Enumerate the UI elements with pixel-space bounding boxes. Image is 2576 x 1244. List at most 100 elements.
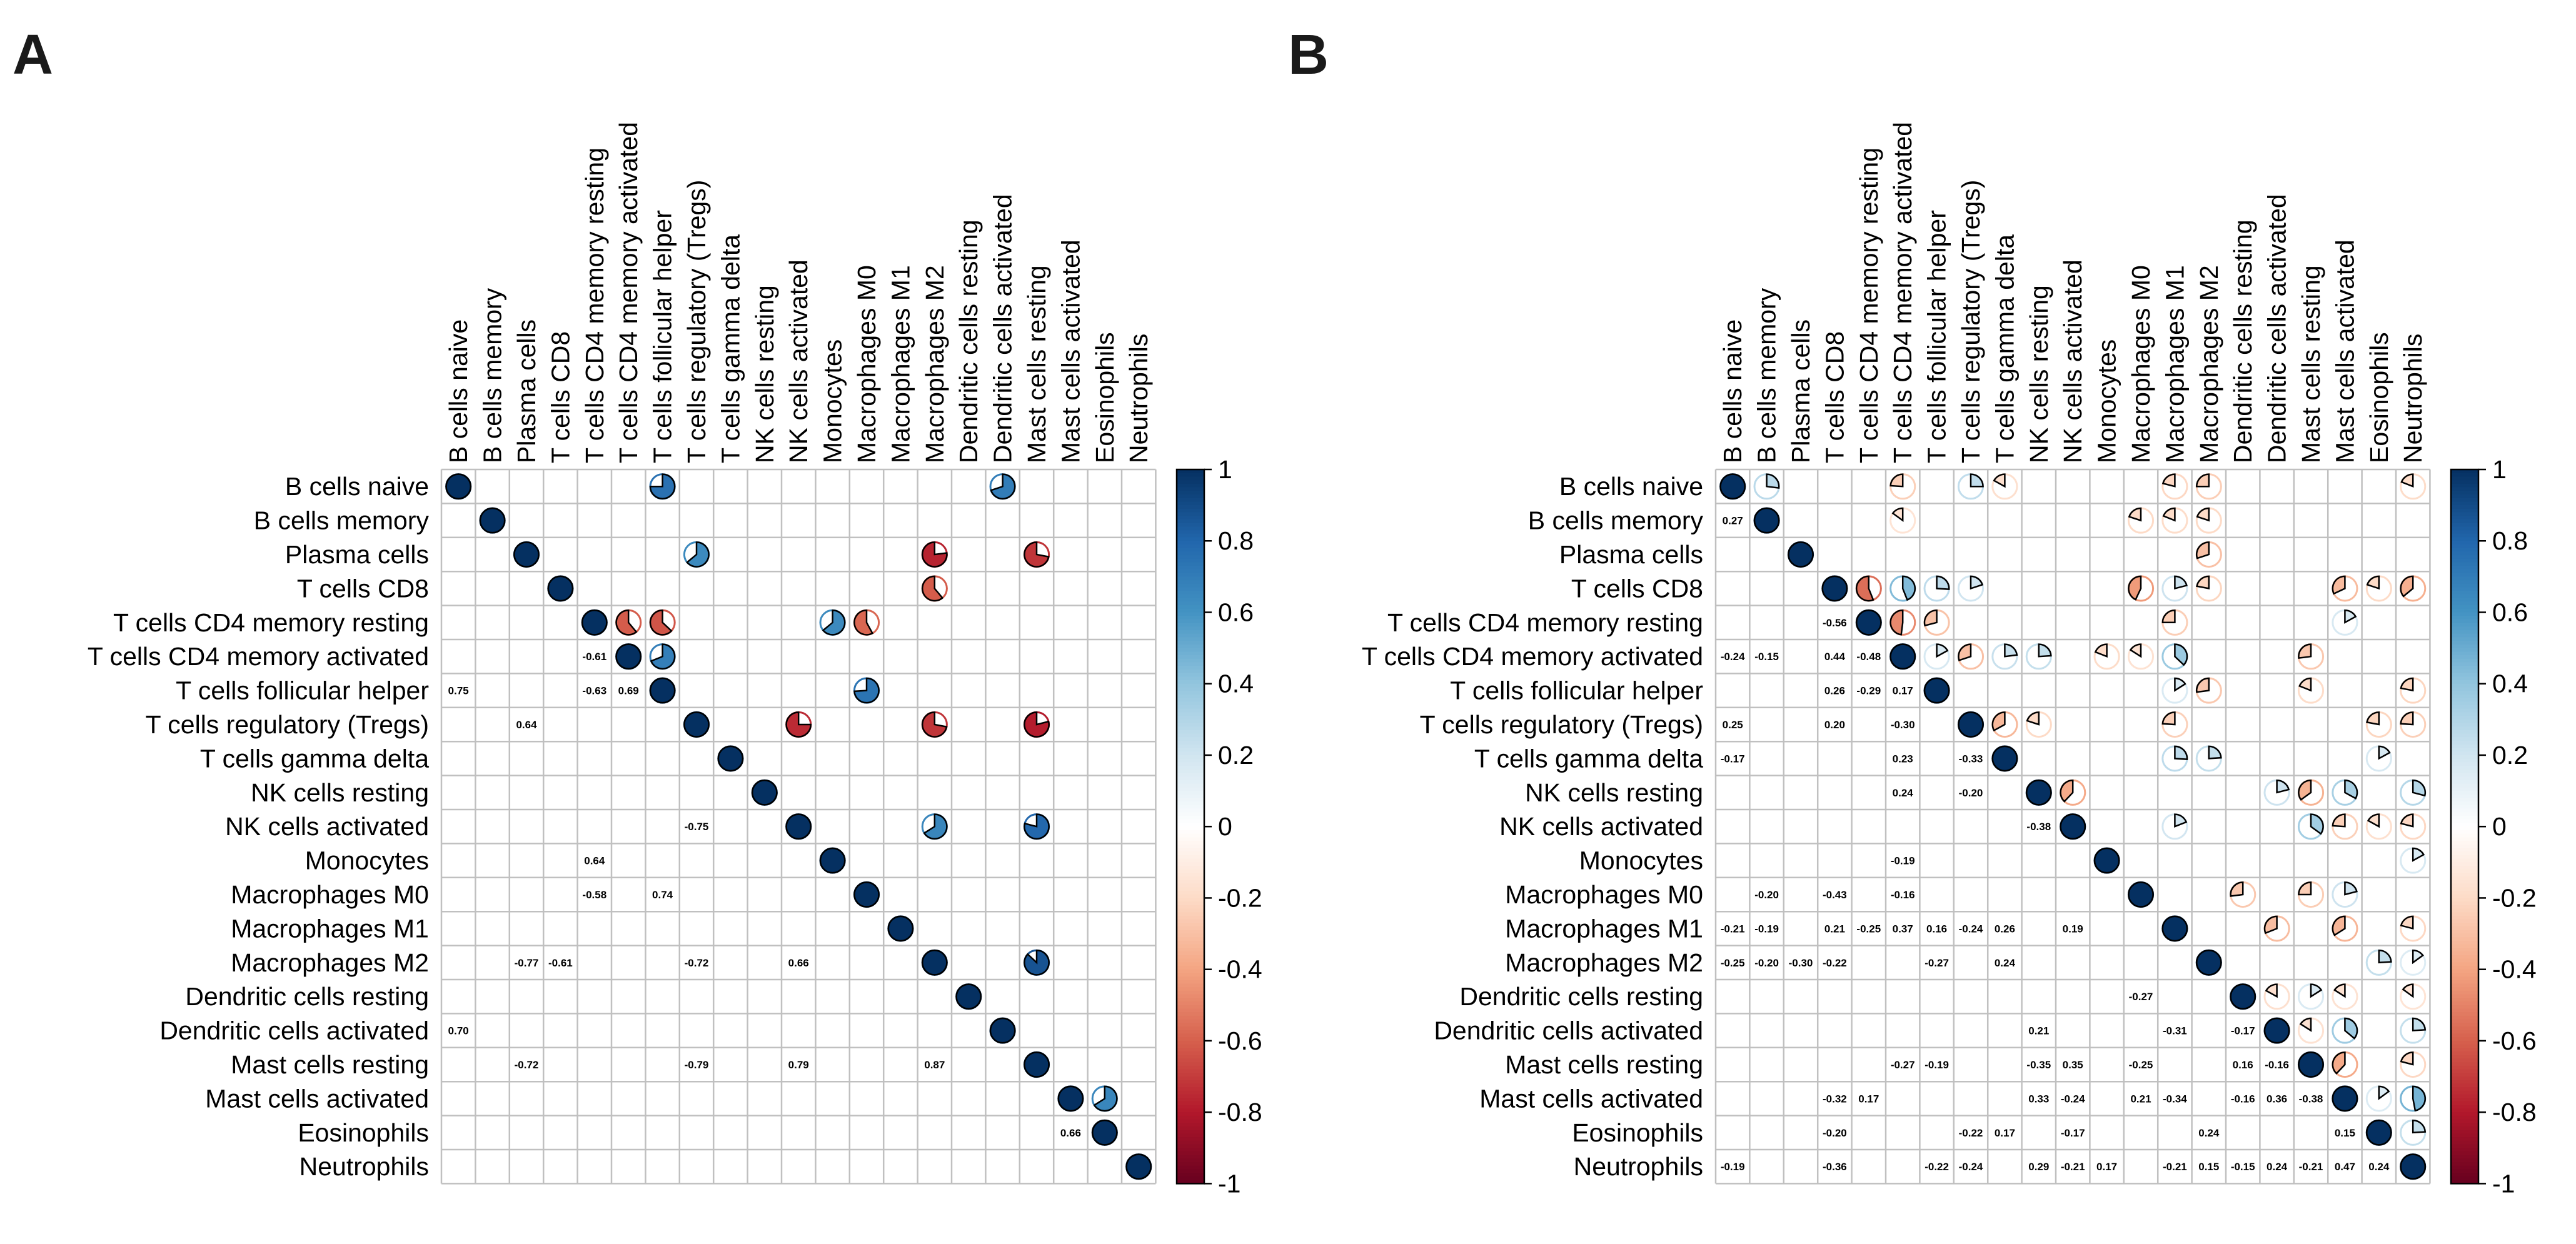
- panel-a-colorbar-tick-label: 0: [1218, 812, 1232, 841]
- panel-b-corr-value: 0.47: [2335, 1161, 2355, 1173]
- panel-b-colorbar-segment: [2451, 544, 2478, 549]
- panel-b-glyph-1-14: [2196, 507, 2210, 522]
- panel-b-glyph-3-7: [1970, 575, 1984, 590]
- panel-b-colorbar-segment: [2451, 473, 2478, 478]
- panel-a-colorbar-segment: [1177, 1033, 1204, 1038]
- panel-b-diag-circle: [2365, 1119, 2392, 1146]
- panel-a-colorbar-segment: [1177, 619, 1204, 624]
- panel-b-corr-value: -0.27: [1924, 957, 1949, 969]
- panel-a-colorbar-segment: [1177, 591, 1204, 595]
- panel-a-colorbar-segment: [1177, 1040, 1204, 1045]
- panel-a-corr-value: 0.75: [448, 685, 469, 697]
- panel-b-corr-value: -0.20: [1754, 889, 1779, 901]
- panel-b-colorbar-segment: [2451, 816, 2478, 820]
- panel-b-colorbar-segment: [2451, 801, 2478, 806]
- panel-b-glyph-3-20: [2400, 575, 2414, 598]
- panel-a-row-label: Neutrophils: [299, 1152, 429, 1181]
- panel-b-colorbar-segment: [2451, 841, 2478, 845]
- panel-b-glyph-9-17: [2298, 779, 2312, 801]
- panel-b-diag-circle: [1991, 745, 2018, 772]
- panel-b-col-label: Mast cells activated: [2330, 239, 2359, 463]
- panel-a-colorbar-segment: [1177, 948, 1204, 952]
- panel-b-row-label: Dendritic cells activated: [1434, 1016, 1703, 1045]
- panel-b-colorbar-segment: [2451, 862, 2478, 866]
- panel-a-colorbar-segment: [1177, 808, 1204, 813]
- panel-a-colorbar-segment: [1177, 1026, 1204, 1031]
- panel-b-glyph-4-5: [1889, 609, 1904, 636]
- panel-a-colorbar-segment: [1177, 1080, 1204, 1085]
- panel-b-row-label: Macrophages M0: [1505, 880, 1703, 909]
- panel-b-corr-value: -0.33: [1959, 753, 1983, 765]
- panel-a-col-label: NK cells activated: [784, 259, 813, 463]
- panel-a-diag-circle: [547, 575, 574, 602]
- panel-b-colorbar-segment: [2451, 744, 2478, 749]
- panel-a-colorbar-segment: [1177, 519, 1204, 524]
- panel-b-col-label: T cells CD4 memory activated: [1888, 122, 1917, 463]
- panel-b-corr-value: -0.38: [2299, 1093, 2323, 1105]
- panel-b-colorbar-segment: [2451, 648, 2478, 653]
- panel-b-colorbar-segment: [2451, 669, 2478, 674]
- panel-b-colorbar-segment: [2451, 780, 2478, 785]
- panel-b-diag-circle: [2093, 847, 2120, 874]
- panel-b-diag-circle: [2230, 983, 2257, 1010]
- panel-a-diag-circle: [1091, 1119, 1118, 1146]
- panel-a-colorbar-segment: [1177, 530, 1204, 534]
- panel-a-colorbar-segment: [1177, 780, 1204, 785]
- panel-b-col-label: B cells naive: [1718, 319, 1747, 463]
- panel-b-colorbar-segment: [2451, 873, 2478, 877]
- panel-a-corr-value: -0.61: [582, 651, 606, 663]
- panel-b-colorbar-segment: [2451, 741, 2478, 745]
- panel-b-corr-value: -0.21: [2163, 1161, 2187, 1173]
- panel-b-diag-circle: [2298, 1051, 2324, 1078]
- panel-a-colorbar-segment: [1177, 733, 1204, 738]
- panel-a-colorbar-segment: [1177, 494, 1204, 499]
- panel-b-colorbar-segment: [2451, 833, 2478, 838]
- panel-b-corr-value: 0.25: [1723, 719, 1743, 731]
- panel-a-colorbar-segment: [1177, 1165, 1204, 1170]
- panel-b-diag-circle: [2263, 1017, 2290, 1044]
- panel-b-corr-value: -0.17: [2061, 1127, 2085, 1139]
- panel-a-colorbar-segment: [1177, 744, 1204, 749]
- panel-b-glyph-5-17: [2298, 643, 2312, 660]
- panel-a-colorbar-segment: [1177, 851, 1204, 856]
- panel-b-diag-circle: [1958, 711, 1984, 738]
- panel-b-colorbar-segment: [2451, 837, 2478, 841]
- panel-b-corr-value: 0.23: [1893, 753, 1913, 765]
- panel-b-row-label: NK cells resting: [1525, 778, 1703, 807]
- panel-b-colorbar-segment: [2451, 887, 2478, 891]
- panel-a-diag-circle: [581, 609, 608, 636]
- panel-b-colorbar-segment: [2451, 1119, 2478, 1124]
- panel-a-colorbar-segment: [1177, 1144, 1204, 1149]
- panel-a-colorbar-segment: [1177, 855, 1204, 860]
- panel-b-colorbar-segment: [2451, 1026, 2478, 1031]
- panel-a-diag-circle: [445, 473, 472, 500]
- panel-a-row-label: Monocytes: [305, 846, 429, 875]
- panel-a-col-label: T cells regulatory (Tregs): [682, 180, 711, 463]
- panel-b-corr-value: -0.15: [1754, 651, 1779, 663]
- panel-b-colorbar-segment: [2451, 587, 2478, 592]
- panel-b-row-label: T cells gamma delta: [1474, 744, 1703, 773]
- panel-b-colorbar-segment: [2451, 990, 2478, 995]
- panel-a-row-label: NK cells activated: [225, 812, 429, 841]
- panel-b-colorbar-segment: [2451, 1076, 2478, 1081]
- panel-a-diag-circle: [921, 949, 948, 976]
- panel-a-colorbar-segment: [1177, 598, 1204, 603]
- panel-a-colorbar-segment: [1177, 776, 1204, 781]
- panel-a-col-label: B cells naive: [444, 319, 473, 463]
- panel-a-colorbar-segment: [1177, 483, 1204, 488]
- panel-b-glyph-8-13: [2174, 745, 2188, 760]
- panel-b-row-label: Monocytes: [1579, 846, 1703, 875]
- panel-a-colorbar-segment: [1177, 637, 1204, 641]
- panel-b-colorbar-segment: [2451, 1162, 2478, 1166]
- panel-b-diag-circle: [1923, 677, 1950, 704]
- panel-a-colorbar-segment: [1177, 730, 1204, 735]
- panel-b-colorbar-segment: [2451, 501, 2478, 506]
- panel-a-colorbar-segment: [1177, 1098, 1204, 1102]
- panel-b-colorbar-segment: [2451, 1044, 2478, 1049]
- panel-b-row-label: T cells CD4 memory resting: [1387, 608, 1703, 637]
- panel-a-colorbar-tick-label: -0.4: [1218, 955, 1262, 984]
- panel-b-corrplot: 0.27 -0.56 -0.24 -0.15 0.44 -0.48 0.26 -0.29 0.1…: [1362, 122, 2537, 1198]
- panel-b-colorbar-segment: [2451, 612, 2478, 616]
- panel-b-row-label: T cells CD4 memory activated: [1362, 642, 1703, 671]
- panel-b-colorbar-segment: [2451, 1130, 2478, 1135]
